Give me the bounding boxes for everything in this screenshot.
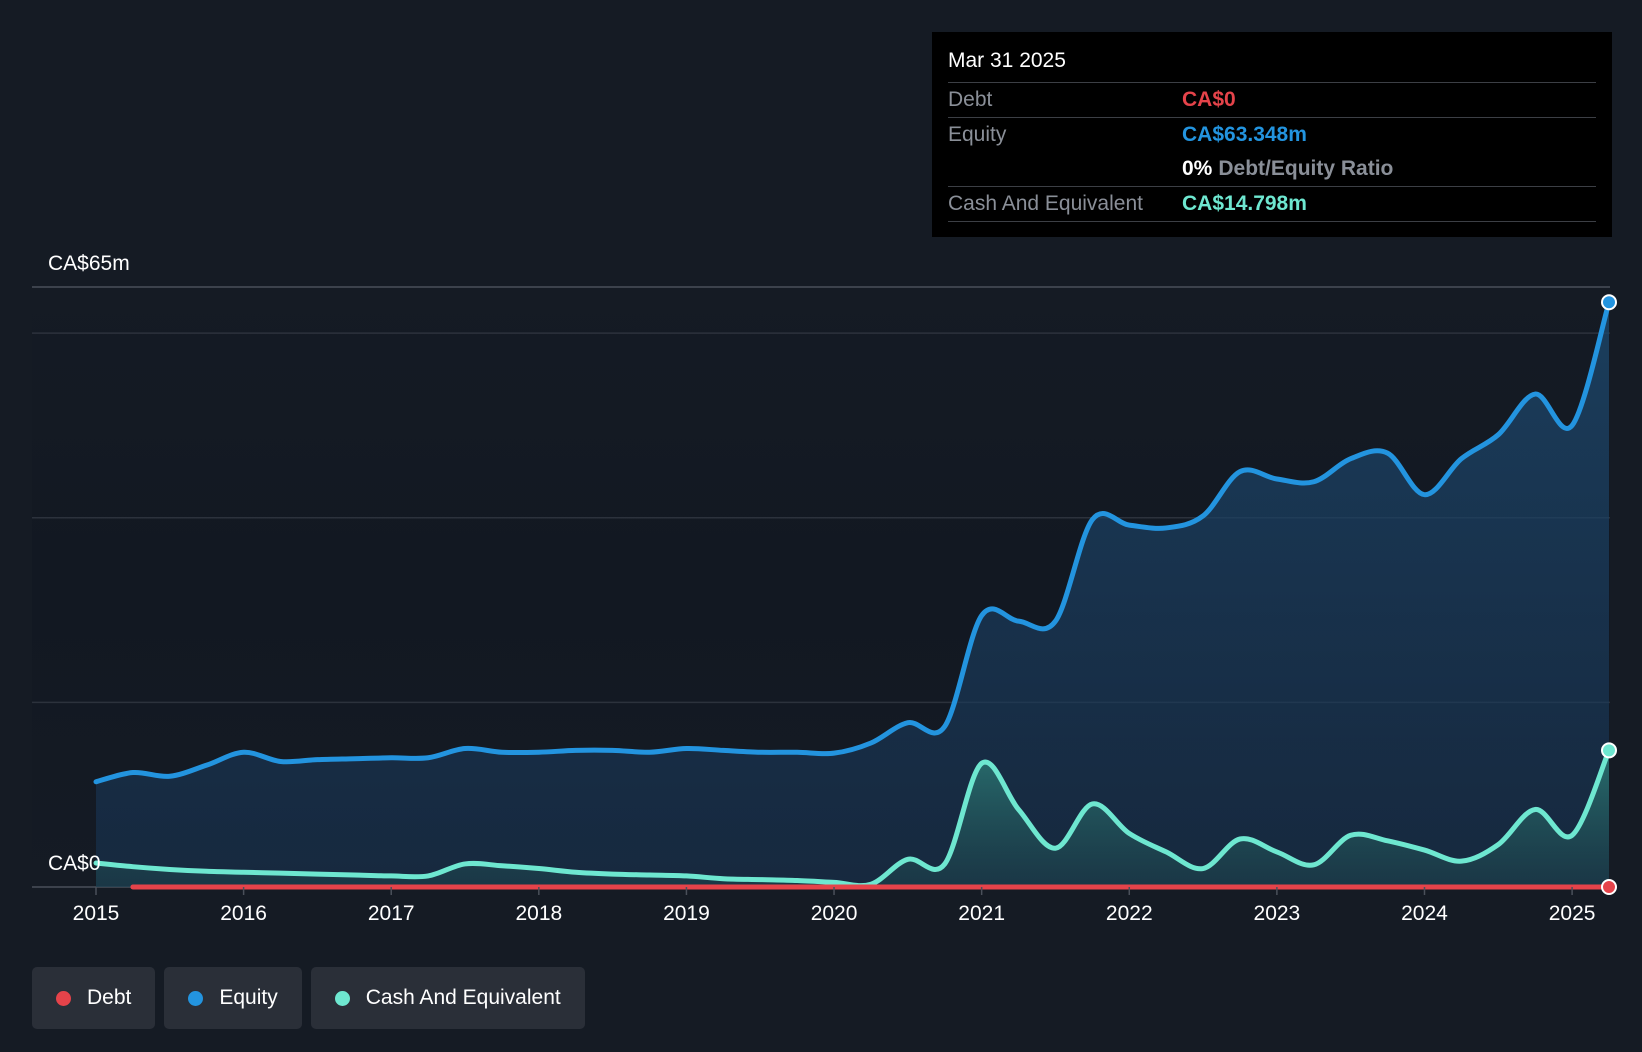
legend-label-equity: Equity — [219, 986, 278, 1009]
y-axis-bottom-label: CA$0 — [48, 852, 101, 875]
debt-end-marker — [1601, 879, 1617, 895]
legend-label-cash: Cash And Equivalent — [365, 986, 561, 1009]
cash-and-equivalent-line — [93, 747, 1612, 889]
equity-dot-icon — [188, 990, 204, 1006]
x-tick-label-2023: 2023 — [1254, 902, 1301, 925]
x-tick-label-2017: 2017 — [368, 902, 415, 925]
legend-item-debt[interactable]: Debt — [32, 967, 156, 1029]
x-axis-ticks: 2015 2016 2017 2018 2019 2020 2021 2022 2023 2024… — [73, 887, 1596, 925]
equity-area — [96, 302, 1609, 887]
tooltip-cash-label: Cash And Equivalent — [948, 192, 1143, 215]
chart-tooltip: Mar 31 2025 Debt CA$0 Equity CA$63.348m … — [932, 32, 1612, 237]
x-tick-label-2015: 2015 — [73, 902, 120, 925]
x-tick-label-2022: 2022 — [1106, 902, 1153, 925]
tooltip-ratio-label: Debt/Equity Ratio — [1218, 157, 1394, 180]
legend-label-debt: Debt — [87, 986, 132, 1009]
tooltip-equity-label: Equity — [948, 123, 1007, 146]
x-tick-label-2020: 2020 — [811, 902, 858, 925]
legend-item-cash[interactable]: Cash And Equivalent — [310, 967, 585, 1029]
x-tick-label-2025: 2025 — [1549, 902, 1596, 925]
tooltip-debt-label: Debt — [948, 88, 993, 111]
equity-line — [93, 299, 1612, 785]
debt-dot-icon — [56, 990, 71, 1006]
tooltip-cash-value: CA$14.798m — [1182, 192, 1307, 215]
tooltip-ratio-value: 0% — [1182, 157, 1213, 180]
x-tick-label-2018: 2018 — [515, 902, 562, 925]
tooltip-date: Mar 31 2025 — [948, 49, 1066, 72]
series-lines — [93, 294, 1617, 895]
tooltip-debt-row: Debt CA$0 — [948, 82, 1596, 117]
tooltip-ratio-row: 0% Debt/Equity Ratio — [948, 152, 1596, 186]
legend-item-equity[interactable]: Equity — [164, 967, 302, 1029]
x-tick-label-2021: 2021 — [958, 902, 1005, 925]
x-tick-label-2016: 2016 — [220, 902, 267, 925]
cash-dot-icon — [334, 990, 350, 1006]
tooltip-equity-row: Equity CA$63.348m — [948, 117, 1596, 152]
tooltip-debt-value: CA$0 — [1182, 88, 1236, 111]
x-tick-label-2019: 2019 — [663, 902, 710, 925]
series-areas — [96, 302, 1609, 887]
tooltip-equity-value: CA$63.348m — [1182, 123, 1307, 146]
cash-and-equivalent-area — [96, 750, 1609, 887]
equity-end-marker — [1601, 294, 1617, 311]
chart-legend: Debt Equity Cash And Equivalent — [32, 967, 585, 1029]
x-tick-label-2024: 2024 — [1401, 902, 1448, 925]
cash-and-equivalent-end-marker — [1601, 742, 1617, 759]
tooltip-cash-row: Cash And Equivalent CA$14.798m — [948, 186, 1596, 222]
y-axis-top-label: CA$65m — [48, 252, 130, 275]
